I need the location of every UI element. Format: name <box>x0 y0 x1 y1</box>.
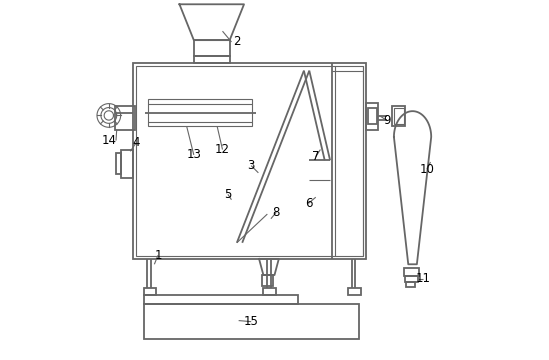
Bar <box>116 153 121 174</box>
Text: 12: 12 <box>215 143 230 156</box>
Bar <box>144 305 359 338</box>
Text: 9: 9 <box>384 114 391 127</box>
Text: 8: 8 <box>273 206 280 219</box>
Bar <box>144 296 298 305</box>
Text: 13: 13 <box>186 148 201 161</box>
Bar <box>136 66 363 256</box>
Bar <box>405 276 418 282</box>
Text: 5: 5 <box>224 188 232 201</box>
Text: 10: 10 <box>419 163 434 176</box>
Bar <box>121 149 133 178</box>
Text: 15: 15 <box>244 315 259 328</box>
Text: 7: 7 <box>312 150 320 163</box>
Bar <box>348 288 361 296</box>
Bar <box>368 108 377 125</box>
Bar <box>392 107 405 126</box>
Text: 14: 14 <box>102 134 116 147</box>
Bar <box>406 282 416 287</box>
Bar <box>194 56 229 63</box>
Text: 4: 4 <box>133 136 140 149</box>
Bar <box>194 40 229 56</box>
Text: 1: 1 <box>154 249 162 262</box>
Bar <box>394 108 404 125</box>
Bar <box>144 288 156 296</box>
Bar <box>404 268 419 276</box>
Bar <box>115 107 135 130</box>
Bar <box>263 288 276 296</box>
Text: 2: 2 <box>233 35 240 49</box>
Bar <box>261 275 273 286</box>
Text: 6: 6 <box>305 197 312 210</box>
Bar <box>133 63 366 259</box>
Text: 3: 3 <box>248 159 255 172</box>
Bar <box>148 99 253 126</box>
Text: 11: 11 <box>416 272 431 285</box>
Bar <box>366 103 378 130</box>
